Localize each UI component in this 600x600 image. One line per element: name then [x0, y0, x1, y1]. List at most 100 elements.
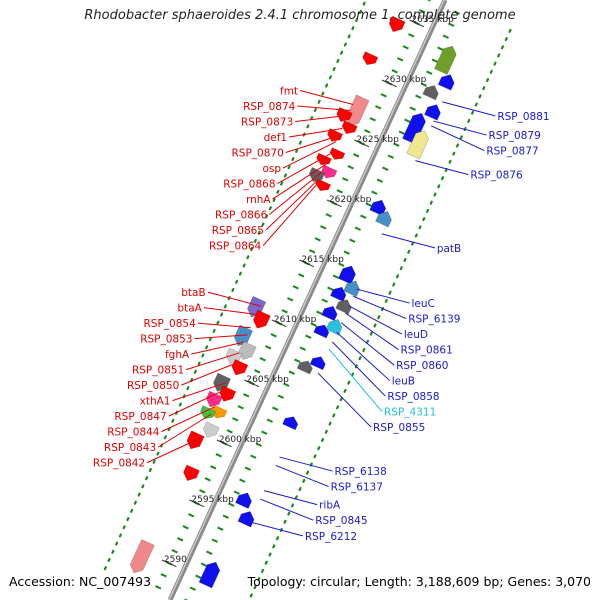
scale-tick-line	[189, 499, 205, 508]
label-connector	[433, 120, 487, 136]
minor-tick	[354, 226, 361, 231]
minor-tick	[342, 177, 349, 182]
scale-tick-label: 2635 kbp	[411, 15, 454, 25]
gene-label-left-11[interactable]: btaB	[181, 287, 205, 299]
gene-label-left-19[interactable]: RSP_0847	[114, 411, 166, 423]
scale-tick-label: 2590	[164, 555, 187, 565]
minor-tick	[364, 129, 371, 134]
gene-label-left-20[interactable]: RSP_0844	[107, 427, 160, 439]
minor-tick	[325, 213, 332, 218]
gene-label-left-16[interactable]: RSP_0851	[132, 365, 184, 377]
minor-tick	[299, 346, 306, 351]
label-connector	[277, 153, 331, 184]
gene-label-right-15[interactable]: RSP_6137	[331, 482, 383, 494]
label-connector	[431, 125, 485, 152]
gene-label-right-8[interactable]: RSP_0861	[401, 345, 453, 357]
label-connector	[297, 105, 351, 112]
gene-feature-right	[422, 85, 439, 101]
gene-label-right-12[interactable]: RSP_4311	[384, 407, 436, 419]
label-connector	[279, 456, 333, 472]
gene-label-right-17[interactable]: RSP_0845	[315, 515, 367, 527]
gene-label-left-0[interactable]: fmt	[280, 86, 298, 98]
gene-label-right-14[interactable]: RSP_6138	[335, 466, 387, 478]
gene-feature-left	[183, 464, 200, 481]
minor-tick	[211, 538, 218, 543]
gene-label-left-2[interactable]: RSP_0873	[241, 117, 293, 129]
gene-feature-left	[213, 372, 232, 392]
minor-tick	[336, 189, 343, 194]
gene-feature-left	[329, 147, 346, 160]
gene-label-left-18[interactable]: xthA1	[140, 396, 171, 408]
gene-label-right-6[interactable]: RSP_6139	[408, 314, 460, 326]
gene-label-right-3[interactable]: RSP_0876	[470, 170, 523, 182]
label-connector	[181, 363, 235, 386]
minor-tick	[365, 202, 372, 207]
gene-label-left-3[interactable]: def1	[264, 132, 288, 144]
gene-feature-left	[341, 120, 358, 135]
gene-label-right-13[interactable]: RSP_0855	[373, 422, 425, 434]
scale-tick-line	[244, 379, 260, 388]
minor-tick	[391, 69, 398, 74]
label-connector	[282, 141, 337, 169]
gene-feature-left	[345, 94, 370, 127]
gene-label-right-9[interactable]: RSP_0860	[396, 360, 448, 372]
label-connector	[336, 331, 391, 381]
gene-label-left-21[interactable]: RSP_0843	[104, 442, 156, 454]
gene-label-right-16[interactable]: ribA	[319, 500, 341, 512]
gene-label-left-13[interactable]: RSP_0854	[144, 318, 197, 330]
gene-label-left-6[interactable]: RSP_0868	[223, 179, 275, 191]
gene-label-right-7[interactable]: leuD	[404, 329, 428, 341]
minor-tick	[343, 250, 350, 255]
gene-label-right-2[interactable]: RSP_0877	[486, 146, 538, 158]
scale-ticks: 2635 kbp 2630 kbp 2625 kbp 2620 kbp 2615 kbp…	[155, 0, 460, 600]
gene-label-right-10[interactable]: leuB	[392, 376, 415, 388]
gene-feature-right	[434, 45, 457, 75]
gene-label-left-14[interactable]: RSP_0853	[140, 334, 192, 346]
minor-tick	[160, 573, 167, 578]
gene-feature-right	[282, 416, 299, 431]
gene-label-left-12[interactable]: btaA	[177, 303, 202, 315]
minor-tick	[266, 418, 273, 423]
label-connector	[348, 305, 403, 335]
gene-label-right-18[interactable]: RSP_6212	[305, 531, 357, 543]
gene-feature-right	[325, 319, 343, 336]
scale-tick-label: 2605 kbp	[246, 375, 289, 385]
gene-label-left-9[interactable]: RSP_0865	[212, 225, 264, 237]
label-connector	[194, 334, 248, 340]
minor-tick	[453, 10, 460, 15]
gene-feature-right	[329, 286, 347, 302]
gene-label-left-5[interactable]: osp	[262, 163, 281, 175]
gene-feature-left	[316, 152, 332, 166]
label-connector	[186, 352, 240, 371]
gene-label-left-4[interactable]: RSP_0870	[232, 148, 284, 160]
gene-feature-left	[388, 15, 406, 33]
gene-feature-left	[362, 51, 379, 66]
label-connector	[442, 101, 496, 117]
minor-tick	[177, 537, 184, 542]
label-connector	[203, 307, 257, 316]
gene-label-left-15[interactable]: fghA	[165, 349, 190, 361]
gene-label-left-1[interactable]: RSP_0874	[243, 101, 296, 113]
minor-tick	[255, 442, 262, 447]
label-connector	[299, 90, 354, 106]
minor-tick	[376, 178, 383, 183]
gene-label-right-0[interactable]: RSP_0881	[497, 111, 549, 123]
gene-label-left-8[interactable]: RSP_0866	[215, 210, 268, 222]
gene-label-right-5[interactable]: leuC	[412, 298, 435, 310]
minor-tick	[349, 238, 356, 243]
gene-label-left-17[interactable]: RSP_0850	[127, 380, 179, 392]
gene-label-right-11[interactable]: RSP_0858	[387, 391, 439, 403]
label-connector	[331, 341, 386, 397]
minor-tick	[182, 525, 189, 530]
gene-label-left-7[interactable]: rnhA	[246, 194, 271, 206]
label-connector	[345, 312, 399, 350]
minor-tick	[397, 57, 404, 62]
minor-tick	[272, 406, 279, 411]
gene-label-right-4[interactable]: patB	[437, 243, 461, 255]
gene-feature-left	[231, 358, 249, 376]
gene-label-left-10[interactable]: RSP_0864	[209, 241, 262, 253]
gene-label-left-22[interactable]: RSP_0842	[93, 458, 145, 470]
gene-label-right-1[interactable]: RSP_0879	[489, 130, 541, 142]
minor-tick	[294, 358, 301, 363]
